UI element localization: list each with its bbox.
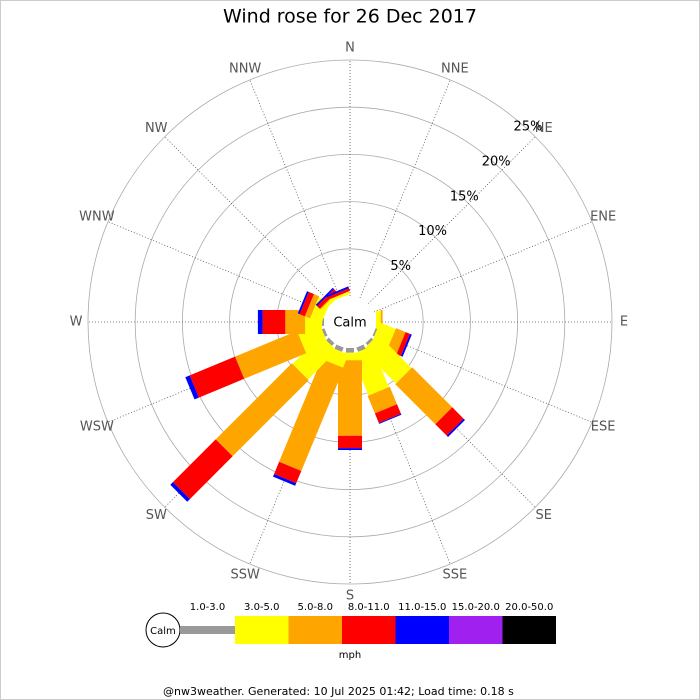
- r-tick-label: 20%: [482, 154, 511, 169]
- legend-swatch: [235, 616, 289, 644]
- bar-segment: [172, 439, 233, 500]
- direction-label: SE: [536, 508, 552, 523]
- legend-calm-label: Calm: [150, 626, 176, 637]
- legend-label: 8.0-11.0: [348, 602, 390, 613]
- calm-label: Calm: [333, 316, 366, 331]
- bar-segment: [435, 407, 464, 436]
- direction-label: NE: [535, 121, 553, 136]
- unit-label: mph: [339, 650, 361, 661]
- legend-swatch: [449, 616, 503, 644]
- legend-swatch: [288, 616, 342, 644]
- chart-title: Wind rose for 26 Dec 2017: [223, 6, 477, 28]
- bar-segment: [326, 288, 351, 300]
- direction-label: WNW: [79, 210, 115, 225]
- bar-segment: [346, 348, 354, 353]
- bar-segment: [304, 294, 320, 319]
- bar-segment: [235, 331, 307, 379]
- bar-segment: [215, 363, 309, 457]
- legend-swatch: [180, 626, 235, 634]
- bar-segment: [446, 418, 465, 437]
- direction-label: N: [345, 41, 355, 56]
- calm-circle: [324, 296, 376, 348]
- spoke: [249, 79, 341, 299]
- bar-segment: [273, 474, 297, 486]
- bar-segment: [356, 344, 366, 352]
- bar-segment: [395, 367, 453, 425]
- bar-segment: [365, 337, 374, 346]
- legend-label: 1.0-3.0: [190, 602, 225, 613]
- direction-label: NNE: [441, 61, 469, 76]
- direction-label: SW: [146, 508, 167, 523]
- legend-swatch: [502, 616, 556, 644]
- bar-segment: [338, 435, 362, 449]
- legend-label: 11.0-15.0: [398, 602, 446, 613]
- bar-segment: [279, 358, 344, 471]
- bar-segment: [321, 328, 328, 337]
- grid-ring: [134, 106, 566, 538]
- grid-ring: [87, 59, 613, 585]
- bar-segment: [285, 310, 306, 334]
- bar-segment: [334, 344, 344, 352]
- r-tick-label: 15%: [450, 189, 479, 204]
- r-tick-label: 5%: [390, 259, 411, 274]
- bar-segment: [262, 310, 286, 334]
- direction-label: WSW: [80, 419, 114, 434]
- bar-segment: [386, 328, 406, 355]
- direction-label: NNW: [229, 61, 261, 76]
- direction-label: ENE: [590, 210, 616, 225]
- legend-label: 20.0-50.0: [505, 602, 553, 613]
- bar-segment: [396, 332, 410, 356]
- bar-segment: [189, 356, 245, 398]
- spoke: [164, 136, 332, 304]
- bar-segment: [338, 360, 362, 436]
- bar-segment: [315, 287, 335, 307]
- bar-segment: [170, 482, 190, 502]
- legend-swatch: [395, 616, 449, 644]
- spoke: [368, 136, 536, 304]
- bar-segment: [297, 291, 309, 315]
- r-tick-label: 10%: [418, 224, 447, 239]
- bar-segment: [274, 461, 302, 484]
- bar-segment: [292, 335, 337, 380]
- direction-label: SSW: [230, 568, 260, 583]
- bar-segment: [400, 333, 412, 357]
- direction-label: NW: [145, 121, 168, 136]
- legend-label: 5.0-8.0: [298, 602, 333, 613]
- direction-label: SSE: [442, 568, 467, 583]
- bar-segment: [299, 291, 314, 317]
- bar-segment: [372, 328, 378, 337]
- spoke: [373, 221, 593, 313]
- bar-segment: [367, 386, 397, 414]
- bar-segment: [328, 291, 351, 303]
- legend-label: 3.0-5.0: [244, 602, 279, 613]
- direction-label: S: [346, 589, 354, 604]
- bar-segment: [326, 337, 335, 346]
- spoke: [107, 221, 327, 313]
- direction-label: ESE: [591, 419, 616, 434]
- bar-segment: [326, 286, 349, 298]
- bar-segment: [185, 375, 199, 400]
- r-tick-label: 25%: [514, 120, 543, 135]
- direction-label: E: [620, 315, 628, 330]
- footer: @nw3weather. Generated: 10 Jul 2025 01:4…: [163, 685, 514, 698]
- legend-label: 15.0-20.0: [452, 602, 500, 613]
- bar-segment: [374, 404, 401, 423]
- spoke: [373, 331, 593, 423]
- bar-segment: [257, 310, 263, 334]
- bar-segment: [338, 448, 362, 450]
- bar-segment: [378, 413, 402, 424]
- legend-swatch: [342, 616, 396, 644]
- spoke: [359, 79, 451, 299]
- direction-label: W: [70, 315, 83, 330]
- bar-segment: [362, 334, 412, 384]
